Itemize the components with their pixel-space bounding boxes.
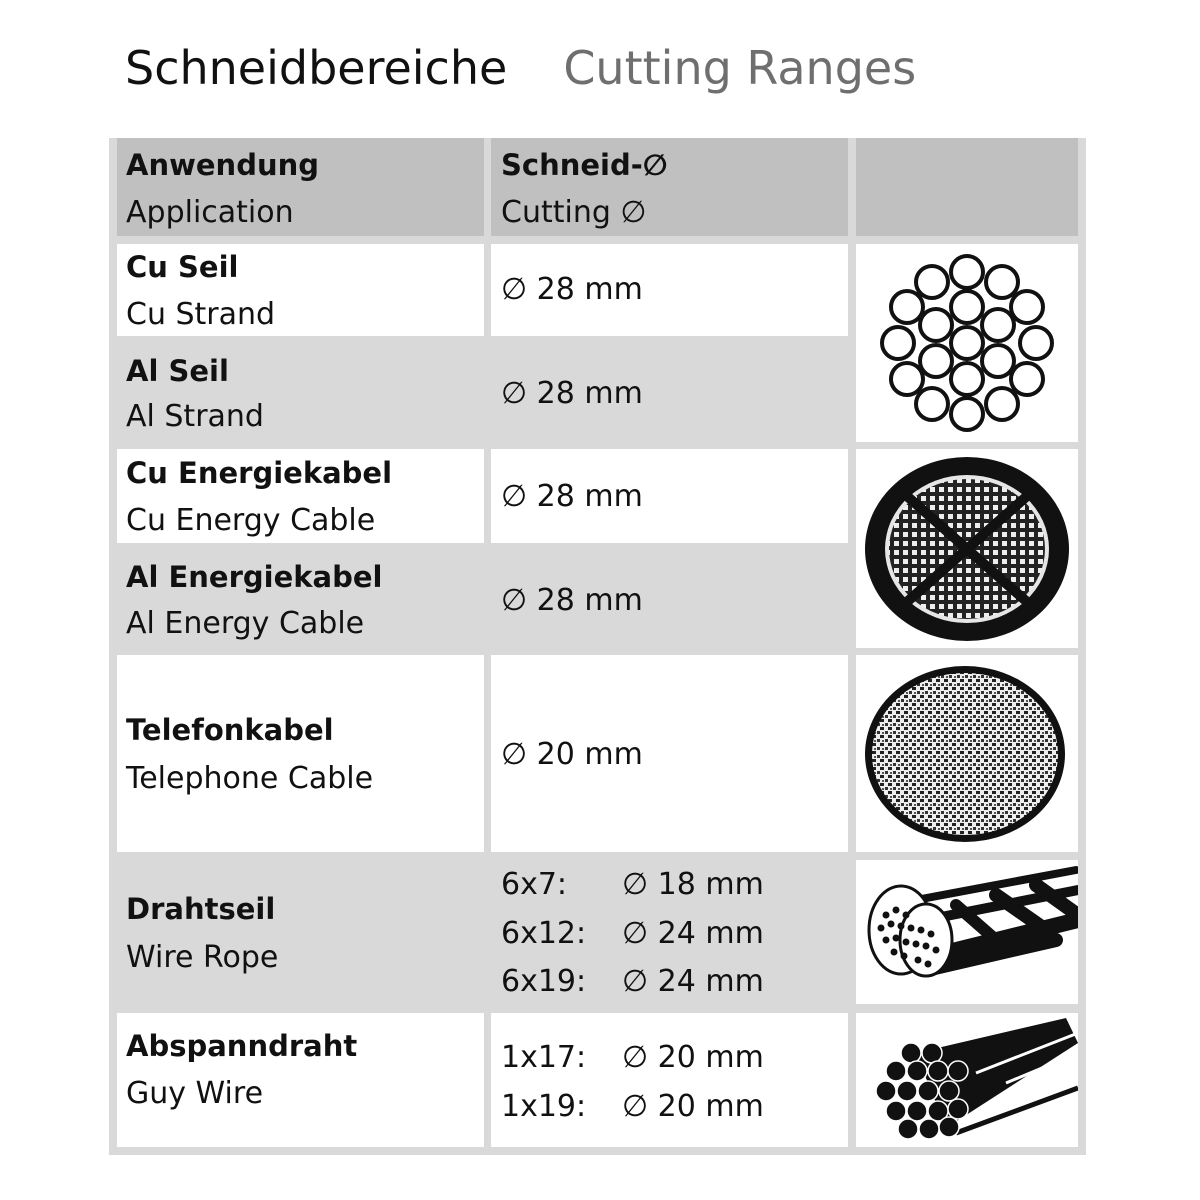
cutting-diameter-item: 6x7: ∅ 18 mm (501, 861, 764, 910)
row-label-en: Guy Wire (126, 1076, 264, 1111)
image-cell-guy-wire (856, 1013, 1078, 1147)
table-row-cu-seil-application: Cu Seil Cu Strand (117, 244, 484, 336)
cutting-diameter: ∅ 18 mm (622, 867, 764, 902)
image-cell-telephone-cable (856, 655, 1078, 852)
table-row-telefonkabel-application: Telefonkabel Telephone Cable (117, 655, 484, 852)
cutting-diameter: ∅ 24 mm (622, 964, 764, 999)
table-row-al-energiekabel-application: Al Energiekabel Al Energy Cable (117, 543, 484, 655)
rope-type: 6x12: (501, 915, 587, 951)
cutting-diameter: ∅ 20 mm (622, 1040, 764, 1075)
cutting-diameter-list: 6x7: ∅ 18 mm 6x12: ∅ 24 mm 6x19: ∅ 24 mm (501, 861, 764, 1007)
rope-type: 6x19: (501, 964, 587, 999)
header-application-en: Application (126, 195, 294, 230)
table-row-al-energiekabel-value: ∅ 28 mm (491, 543, 848, 655)
cutting-diameter-item: 6x12: ∅ 24 mm (501, 910, 764, 959)
cutting-ranges-table: Anwendung Application Schneid-∅ Cutting … (109, 138, 1086, 1155)
row-label-en: Cu Energy Cable (126, 503, 376, 538)
row-label-en: Telephone Cable (126, 761, 374, 796)
table-row-al-seil-value: ∅ 28 mm (491, 336, 848, 449)
cutting-diameter-item: 1x17: ∅ 20 mm (501, 1034, 764, 1083)
row-label-en: Cu Strand (126, 297, 276, 332)
row-label-en: Al Energy Cable (126, 606, 365, 641)
title-english: Cutting Ranges (563, 41, 917, 95)
header-application-de: Anwendung (126, 148, 320, 182)
rope-type: 6x7: (501, 867, 568, 902)
wire-type: 1x19: (501, 1088, 587, 1124)
row-label-de: Cu Seil (126, 250, 239, 284)
telephone-cable-cross-section-icon (865, 666, 1065, 842)
page-title: Schneidbereiche Cutting Ranges (125, 38, 916, 98)
image-cell-strand (856, 244, 1078, 442)
table-row-cu-seil-value: ∅ 28 mm (491, 244, 848, 336)
table-row-drahtseil-application: Drahtseil Wire Rope (117, 852, 484, 1013)
row-label-de: Cu Energiekabel (126, 456, 393, 490)
row-label-en: Wire Rope (126, 940, 279, 975)
header-cutting-en: Cutting ∅ (501, 195, 647, 230)
header-application: Anwendung Application (117, 138, 484, 236)
cutting-diameter: ∅ 20 mm (622, 1088, 764, 1124)
header-cutting: Schneid-∅ Cutting ∅ (491, 138, 848, 236)
energy-cable-cross-section-icon (865, 457, 1069, 641)
row-label-de: Al Energiekabel (126, 560, 383, 594)
table-row-abspanndraht-application: Abspanndraht Guy Wire (117, 1013, 484, 1147)
table-row-drahtseil-value: 6x7: ∅ 18 mm 6x12: ∅ 24 mm 6x19: ∅ 24 mm (491, 852, 848, 1013)
table-row-cu-energiekabel-value: ∅ 28 mm (491, 449, 848, 543)
wire-rope-icon (867, 866, 1078, 978)
row-label-de: Al Seil (126, 354, 229, 388)
row-label-en: Al Strand (126, 399, 264, 434)
table-row-al-seil-application: Al Seil Al Strand (117, 336, 484, 449)
row-label-de: Drahtseil (126, 892, 276, 926)
cutting-diameter-item: 1x19: ∅ 20 mm (501, 1083, 764, 1132)
table-row-abspanndraht-value: 1x17: ∅ 20 mm 1x19: ∅ 20 mm (491, 1013, 848, 1147)
row-label-de: Telefonkabel (126, 713, 334, 747)
header-cutting-de: Schneid-∅ (501, 148, 668, 182)
cutting-diameter-list: 1x17: ∅ 20 mm 1x19: ∅ 20 mm (501, 1034, 764, 1131)
image-cell-wire-rope (856, 860, 1078, 1004)
cutting-diameter: ∅ 28 mm (501, 376, 643, 411)
stranded-conductor-icon (880, 254, 1054, 432)
wire-type: 1x17: (501, 1040, 587, 1075)
header-image (856, 138, 1078, 236)
row-label-de: Abspanndraht (126, 1029, 358, 1063)
image-cell-energy-cable (856, 449, 1078, 648)
cutting-diameter: ∅ 20 mm (501, 737, 643, 772)
cutting-diameter: ∅ 28 mm (501, 272, 643, 307)
cutting-diameter-item: 6x19: ∅ 24 mm (501, 958, 764, 1007)
table-row-telefonkabel-value: ∅ 20 mm (491, 655, 848, 852)
guy-wire-icon (875, 1018, 1078, 1140)
title-german: Schneidbereiche (125, 41, 508, 95)
cutting-diameter: ∅ 24 mm (622, 915, 764, 951)
table-row-cu-energiekabel-application: Cu Energiekabel Cu Energy Cable (117, 449, 484, 543)
cutting-diameter: ∅ 28 mm (501, 583, 643, 618)
cutting-diameter: ∅ 28 mm (501, 479, 643, 514)
